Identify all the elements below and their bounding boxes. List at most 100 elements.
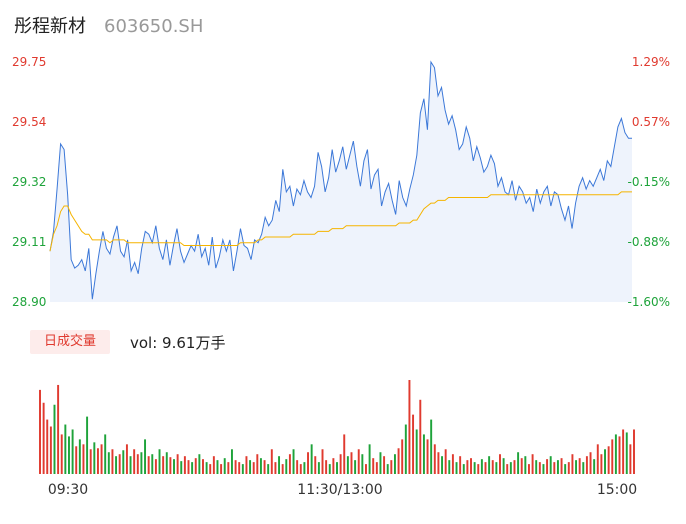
y-tick-label-right: -0.88% [628, 235, 670, 249]
volume-bar [582, 462, 585, 474]
volume-bar [357, 449, 360, 474]
volume-bar [629, 444, 632, 474]
volume-bar [343, 434, 346, 474]
volume-bar [299, 464, 302, 474]
volume-bar [375, 462, 378, 474]
volume-bar [350, 452, 353, 474]
volume-bar [176, 454, 179, 474]
volume-bar [491, 460, 494, 474]
y-tick-label-left: 28.90 [12, 295, 46, 309]
volume-bar [75, 446, 78, 474]
volume-bar [328, 464, 331, 474]
volume-bar [223, 458, 226, 474]
volume-bar [180, 461, 183, 474]
volume-bar [147, 456, 150, 474]
volume-bar [444, 449, 447, 474]
volume-bar [535, 460, 538, 474]
volume-bar [93, 442, 96, 474]
volume-bar [607, 446, 610, 474]
volume-bar [191, 462, 194, 474]
volume-bar [78, 439, 81, 474]
volume-bar [205, 462, 208, 474]
volume-bar [404, 424, 407, 474]
volume-bar [285, 459, 288, 474]
volume-bar [538, 462, 541, 474]
volume-bar [336, 462, 338, 474]
volume-bar [209, 464, 212, 474]
volume-bar [354, 460, 357, 474]
volume-bar [249, 460, 252, 474]
volume-bar [614, 434, 617, 474]
volume-bar [169, 457, 172, 474]
volume-bar [310, 444, 313, 474]
volume-bar [165, 452, 168, 474]
volume-bar [86, 416, 89, 474]
volume-bar [317, 462, 320, 474]
volume-bar [144, 439, 147, 474]
volume-bar [241, 464, 244, 474]
volume-badge[interactable]: 日成交量 [30, 330, 110, 354]
y-tick-label-left: 29.32 [12, 175, 46, 189]
volume-bar [227, 462, 230, 474]
volume-bar [212, 456, 215, 474]
volume-bar [115, 456, 118, 474]
y-tick-label-right: 0.57% [632, 115, 670, 129]
volume-bar [430, 419, 433, 474]
volume-bar [383, 456, 386, 474]
volume-bar [68, 436, 70, 474]
volume-bar [118, 454, 121, 474]
y-tick-label-left: 29.75 [12, 55, 46, 69]
volume-bar [238, 462, 241, 474]
volume-bar [173, 459, 175, 474]
volume-bar [571, 454, 574, 474]
volume-bar [462, 464, 465, 474]
volume-bar [422, 434, 425, 474]
x-tick-label: 15:00 [597, 482, 637, 498]
volume-bar [332, 458, 335, 474]
volume-bar [187, 460, 190, 474]
volume-bar [480, 459, 483, 474]
volume-bar [575, 460, 578, 474]
volume-bar [136, 454, 139, 474]
volume-bar [321, 449, 324, 474]
volume-bar [234, 460, 237, 474]
y-tick-label-left: 29.54 [12, 115, 46, 129]
volume-bar [346, 456, 349, 474]
volume-bar [473, 462, 476, 474]
volume-bar [426, 439, 429, 474]
volume-bar [89, 449, 92, 474]
volume-bar [278, 456, 281, 474]
volume-bar [162, 456, 165, 474]
y-tick-label-left: 29.11 [12, 235, 46, 249]
volume-bar [553, 462, 556, 474]
volume-bar [53, 404, 56, 474]
price-area [50, 62, 632, 302]
volume-bar [194, 458, 197, 474]
volume-bar [256, 454, 259, 474]
volume-bar [307, 452, 309, 474]
volume-bar [267, 464, 270, 474]
volume-bar [578, 458, 581, 474]
volume-bar [154, 459, 157, 474]
volume-bar [499, 454, 501, 474]
volume-label: vol: 9.61万手 [130, 334, 226, 352]
volume-bar [527, 464, 530, 474]
volume-bar [60, 434, 63, 474]
volume-bar [281, 464, 284, 474]
volume-bar [245, 456, 248, 474]
volume-bar [183, 456, 186, 474]
volume-bar [401, 439, 404, 474]
volume-bar [556, 460, 559, 474]
volume-bar [517, 452, 520, 474]
volume-bar [564, 464, 567, 474]
x-tick-label: 09:30 [48, 482, 88, 498]
volume-bar [466, 460, 469, 474]
volume-bar [524, 456, 527, 474]
volume-bar [263, 460, 266, 474]
volume-bar [520, 458, 523, 474]
volume-bar [64, 424, 67, 474]
volume-bar [513, 460, 516, 474]
volume-bar [274, 462, 277, 474]
volume-bar [252, 462, 255, 474]
volume-bar [151, 454, 154, 474]
